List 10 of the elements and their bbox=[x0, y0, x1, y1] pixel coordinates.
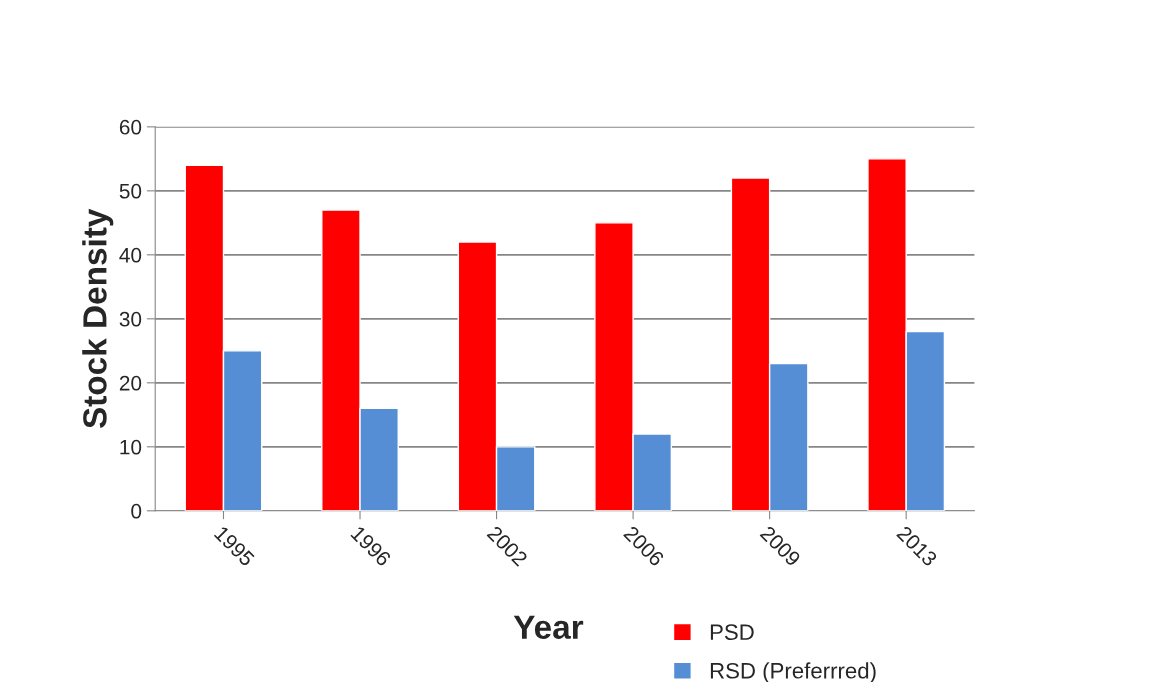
x-axis-title: Year bbox=[513, 615, 584, 639]
y-tick-label: 20 bbox=[119, 375, 142, 391]
y-tick-label: 10 bbox=[120, 439, 142, 455]
y-tick-label: 0 bbox=[131, 503, 142, 519]
y-tick-label: 50 bbox=[119, 183, 142, 199]
y-tick-label: 60 bbox=[119, 119, 142, 135]
y-tick-label: 40 bbox=[119, 247, 142, 263]
y-tick-label: 30 bbox=[119, 311, 142, 327]
legend-label: PSD bbox=[710, 624, 754, 641]
y-axis-title: Stock Density bbox=[82, 208, 114, 429]
